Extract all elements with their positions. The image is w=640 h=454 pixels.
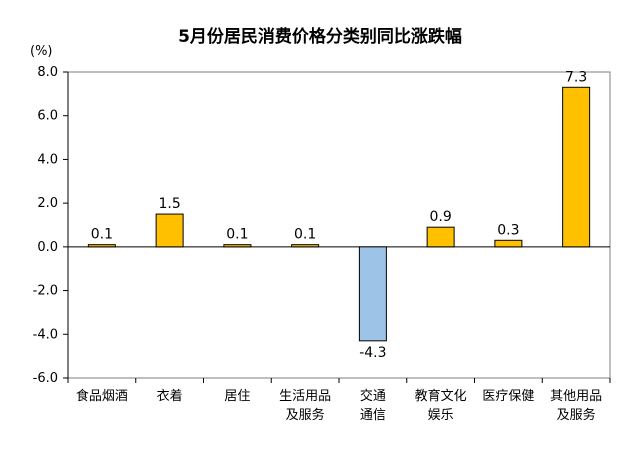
x-tick-label: 食品烟酒 [76, 388, 128, 404]
data-label: 0.3 [497, 222, 519, 238]
x-tick-label: 及服务 [286, 407, 325, 423]
bar [155, 213, 184, 248]
x-tick-label: 交通 [360, 388, 386, 404]
y-tick-label: -6.0 [33, 371, 58, 386]
data-label: 0.1 [226, 227, 248, 243]
y-tick-label: 8.0 [37, 65, 58, 80]
data-label: 0.9 [429, 209, 451, 225]
x-tick-label: 医疗保健 [482, 389, 534, 404]
y-tick-label: 2.0 [37, 196, 58, 211]
bar [87, 244, 116, 248]
data-label: 0.1 [294, 227, 316, 243]
bar [426, 226, 455, 248]
x-tick-label: 教育文化 [415, 388, 467, 404]
plot-frame [67, 71, 611, 379]
x-tick-label: 通信 [360, 408, 386, 423]
data-label: 1.5 [158, 196, 180, 212]
y-tick-label: -2.0 [33, 284, 58, 299]
bar [291, 244, 320, 248]
chart-title: 5月份居民消费价格分类别同比涨跌幅 [178, 27, 462, 47]
data-label: -4.3 [359, 345, 386, 361]
y-tick-label: 6.0 [37, 109, 58, 124]
y-tick-label: 4.0 [37, 152, 58, 167]
x-tick-label: 居住 [224, 389, 250, 404]
data-label: 7.3 [565, 69, 587, 85]
x-tick-label: 及服务 [557, 407, 596, 423]
y-axis-unit-label: (%) [30, 44, 53, 59]
data-label: 0.1 [91, 227, 113, 243]
bar [494, 239, 523, 248]
x-tick-label: 娱乐 [428, 408, 454, 423]
bar [562, 86, 591, 248]
y-tick-label: -4.0 [33, 327, 58, 342]
bar [358, 246, 387, 342]
y-tick-label: 0.0 [37, 240, 58, 255]
x-tick-label: 衣着 [157, 388, 183, 404]
bar [223, 244, 252, 248]
x-tick-label: 生活用品 [279, 389, 331, 404]
x-tick-label: 其他用品 [550, 389, 602, 404]
